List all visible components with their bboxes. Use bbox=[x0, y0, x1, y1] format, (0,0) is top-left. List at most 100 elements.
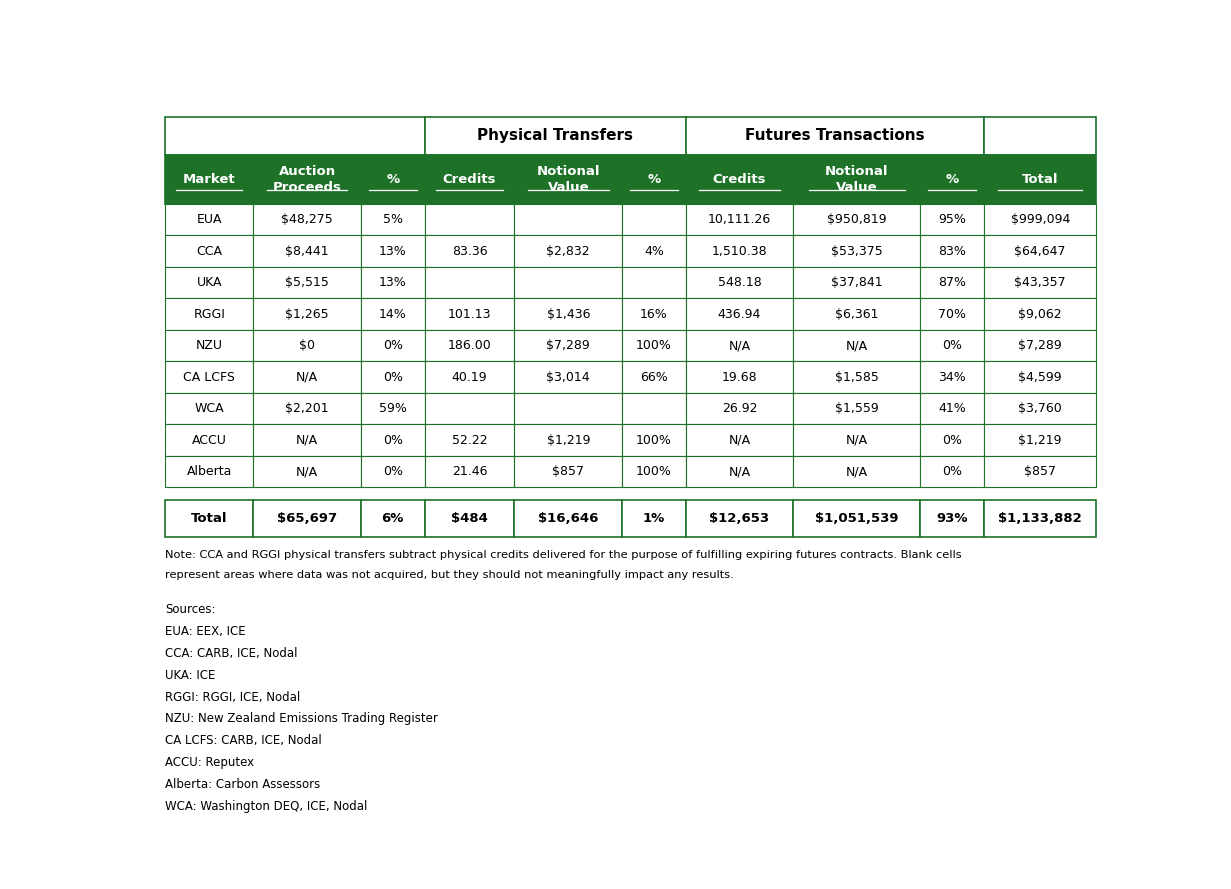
Text: CA LCFS: CA LCFS bbox=[183, 371, 235, 383]
Text: $16,646: $16,646 bbox=[538, 512, 598, 525]
Text: $43,357: $43,357 bbox=[1014, 276, 1066, 289]
Bar bbox=[686, 500, 793, 537]
Bar bbox=[425, 456, 515, 487]
Text: $7,289: $7,289 bbox=[1018, 339, 1062, 352]
Text: 0%: 0% bbox=[383, 465, 403, 478]
Text: $1,219: $1,219 bbox=[547, 434, 590, 446]
Bar bbox=[793, 330, 921, 361]
Text: 26.92: 26.92 bbox=[721, 402, 757, 415]
Bar bbox=[165, 393, 254, 424]
Bar bbox=[686, 424, 793, 456]
Text: Notional
Value: Notional Value bbox=[825, 164, 889, 194]
Bar bbox=[793, 267, 921, 299]
Text: Sources:: Sources: bbox=[165, 603, 215, 616]
Text: $64,647: $64,647 bbox=[1014, 244, 1066, 258]
Text: N/A: N/A bbox=[729, 465, 751, 478]
Bar bbox=[686, 117, 984, 155]
Text: 34%: 34% bbox=[938, 371, 966, 383]
Bar bbox=[254, 361, 361, 393]
Text: $1,133,882: $1,133,882 bbox=[998, 512, 1082, 525]
Text: Market: Market bbox=[183, 172, 235, 186]
Text: 40.19: 40.19 bbox=[452, 371, 487, 383]
Text: 6%: 6% bbox=[382, 512, 404, 525]
Bar bbox=[425, 236, 515, 267]
Bar bbox=[921, 424, 984, 456]
Text: Alberta: Alberta bbox=[187, 465, 231, 478]
Bar bbox=[361, 236, 425, 267]
Bar bbox=[165, 204, 254, 236]
Bar bbox=[254, 500, 361, 537]
Bar bbox=[622, 155, 686, 204]
Bar bbox=[622, 330, 686, 361]
Bar bbox=[425, 117, 686, 155]
Text: 19.68: 19.68 bbox=[721, 371, 757, 383]
Bar bbox=[793, 424, 921, 456]
Text: 16%: 16% bbox=[640, 308, 667, 321]
Text: $2,201: $2,201 bbox=[286, 402, 329, 415]
Text: %: % bbox=[945, 172, 959, 186]
Text: 101.13: 101.13 bbox=[448, 308, 491, 321]
Bar bbox=[793, 393, 921, 424]
Text: CCA: CARB, ICE, Nodal: CCA: CARB, ICE, Nodal bbox=[165, 647, 298, 660]
Text: 59%: 59% bbox=[379, 402, 406, 415]
Bar bbox=[425, 500, 515, 537]
Bar bbox=[793, 361, 921, 393]
Text: Physical Transfers: Physical Transfers bbox=[478, 128, 633, 143]
Text: N/A: N/A bbox=[846, 339, 868, 352]
Bar bbox=[425, 330, 515, 361]
Bar bbox=[622, 424, 686, 456]
Bar bbox=[686, 299, 793, 330]
Bar bbox=[515, 299, 622, 330]
Text: 0%: 0% bbox=[383, 339, 403, 352]
Text: Credits: Credits bbox=[443, 172, 496, 186]
Bar bbox=[515, 456, 622, 487]
Text: 0%: 0% bbox=[942, 339, 963, 352]
Bar bbox=[515, 204, 622, 236]
Text: N/A: N/A bbox=[297, 465, 318, 478]
Bar bbox=[921, 500, 984, 537]
Bar bbox=[921, 393, 984, 424]
Text: NZU: New Zealand Emissions Trading Register: NZU: New Zealand Emissions Trading Regis… bbox=[165, 712, 438, 725]
Text: UKA: UKA bbox=[197, 276, 222, 289]
Text: 93%: 93% bbox=[937, 512, 968, 525]
Text: 87%: 87% bbox=[938, 276, 966, 289]
Bar bbox=[361, 456, 425, 487]
Text: UKA: ICE: UKA: ICE bbox=[165, 669, 215, 682]
Bar bbox=[254, 424, 361, 456]
Text: N/A: N/A bbox=[729, 339, 751, 352]
Text: 70%: 70% bbox=[938, 308, 966, 321]
Text: $1,219: $1,219 bbox=[1018, 434, 1062, 446]
Text: $484: $484 bbox=[451, 512, 487, 525]
Bar bbox=[165, 267, 254, 299]
Text: 14%: 14% bbox=[379, 308, 406, 321]
Text: $12,653: $12,653 bbox=[709, 512, 769, 525]
Text: 83.36: 83.36 bbox=[452, 244, 487, 258]
Bar bbox=[622, 500, 686, 537]
Text: N/A: N/A bbox=[846, 434, 868, 446]
Text: 548.18: 548.18 bbox=[718, 276, 761, 289]
Text: $1,585: $1,585 bbox=[835, 371, 879, 383]
Bar bbox=[165, 236, 254, 267]
Bar bbox=[515, 500, 622, 537]
Bar bbox=[984, 500, 1097, 537]
Bar bbox=[921, 204, 984, 236]
Text: $1,559: $1,559 bbox=[835, 402, 879, 415]
Bar bbox=[793, 236, 921, 267]
Text: $53,375: $53,375 bbox=[831, 244, 883, 258]
Text: 83%: 83% bbox=[938, 244, 966, 258]
Bar bbox=[984, 155, 1097, 204]
Text: $950,819: $950,819 bbox=[827, 213, 886, 226]
Bar bbox=[622, 393, 686, 424]
Bar bbox=[793, 500, 921, 537]
Bar bbox=[686, 155, 793, 204]
Text: CA LCFS: CARB, ICE, Nodal: CA LCFS: CARB, ICE, Nodal bbox=[165, 734, 323, 748]
Bar bbox=[622, 236, 686, 267]
Text: 100%: 100% bbox=[636, 339, 672, 352]
Text: $5,515: $5,515 bbox=[286, 276, 329, 289]
Bar bbox=[165, 330, 254, 361]
Bar bbox=[165, 361, 254, 393]
Text: 5%: 5% bbox=[383, 213, 403, 226]
Text: ACCU: ACCU bbox=[192, 434, 227, 446]
Bar bbox=[622, 361, 686, 393]
Text: $857: $857 bbox=[553, 465, 585, 478]
